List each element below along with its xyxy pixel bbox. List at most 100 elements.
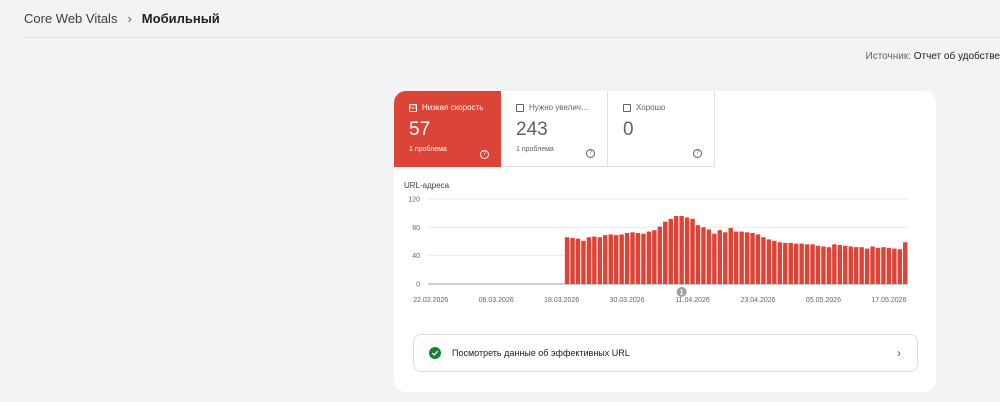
breadcrumb-separator-icon: ›	[127, 11, 132, 26]
bar	[810, 244, 815, 284]
tile-poor[interactable]: ☑ Низкая скорость 57 1 проблема ?	[394, 91, 501, 167]
bar	[630, 232, 635, 284]
bar	[815, 245, 821, 284]
bar	[848, 246, 853, 284]
bar	[706, 229, 712, 284]
bar	[755, 234, 761, 284]
help-icon[interactable]: ?	[480, 150, 489, 159]
source-label: Источник:	[865, 51, 911, 62]
bar	[728, 228, 733, 284]
bar	[619, 234, 624, 284]
bar	[881, 247, 886, 284]
annotation-label: 1	[680, 290, 684, 297]
bar	[564, 237, 570, 284]
bar	[903, 242, 908, 284]
y-tick-label: 40	[412, 253, 420, 260]
bar	[613, 235, 619, 284]
tile-label: Низкая скорость	[422, 103, 484, 112]
x-tick-label: 22.02.2026	[413, 297, 448, 304]
x-tick-label: 30.03.2026	[610, 297, 645, 304]
bar	[859, 247, 864, 284]
checkbox-checked-icon[interactable]: ☑	[409, 103, 417, 112]
view-good-urls-label: Посмотреть данные об эффективных URL	[452, 348, 630, 358]
bar	[663, 221, 668, 284]
x-tick-label: 11.04.2026	[675, 297, 710, 304]
bar	[641, 233, 646, 284]
bar	[766, 239, 772, 285]
chart-y-axis-label: URL-адреса	[404, 181, 450, 190]
bar	[695, 225, 701, 284]
tile-label: Хорошо	[636, 103, 666, 112]
breadcrumb-current: Мобильный	[141, 11, 220, 26]
bar	[581, 240, 586, 284]
tile-value: 0	[623, 119, 634, 140]
bar	[712, 233, 717, 284]
bar	[793, 243, 799, 285]
breadcrumb: Core Web Vitals › Мобильный	[24, 0, 1000, 38]
bar	[723, 232, 728, 284]
bar	[804, 244, 810, 284]
urls-bar-chart: 0 40 80 120 22.02.2026 06.03.2026 18.03.2026 30…	[408, 197, 908, 304]
bar	[772, 240, 777, 284]
bar	[646, 231, 652, 284]
bar	[875, 247, 881, 285]
x-tick-label: 17.05.2026	[871, 297, 906, 304]
bar	[673, 216, 679, 284]
tile-label: Нужно увеличит...	[529, 103, 593, 112]
bar	[744, 232, 750, 284]
bar	[575, 238, 581, 284]
bar	[684, 217, 690, 284]
bar	[679, 216, 684, 284]
source-value-link[interactable]: Отчет об удобстве	[913, 51, 1000, 62]
bar	[870, 246, 875, 284]
x-tick-label: 18.03.2026	[544, 297, 579, 304]
checkbox-unchecked-icon[interactable]	[516, 103, 524, 112]
bar	[761, 237, 766, 284]
bar	[750, 233, 755, 284]
x-tick-label: 23.04.2026	[740, 297, 775, 304]
y-tick-label: 0	[416, 282, 420, 289]
tile-value: 57	[409, 119, 431, 140]
bar	[608, 234, 613, 284]
bar	[657, 226, 663, 284]
bar	[777, 242, 783, 284]
bar	[832, 244, 837, 284]
bar	[799, 243, 804, 285]
tile-sub: 1 проблема	[409, 146, 447, 153]
bar	[783, 242, 788, 284]
bar	[739, 231, 744, 284]
bar	[717, 230, 723, 284]
view-good-urls-button[interactable]: Посмотреть данные об эффективных URL ›	[413, 334, 918, 372]
bar	[668, 218, 673, 284]
help-icon[interactable]: ?	[586, 149, 595, 158]
bar	[864, 248, 870, 284]
annotation-marker-icon	[676, 287, 687, 297]
help-icon[interactable]: ?	[693, 149, 702, 158]
tile-needs-improvement[interactable]: Нужно увеличит... 243 1 проблема ?	[501, 91, 608, 167]
bar	[837, 245, 843, 284]
bar	[592, 236, 597, 284]
bar	[826, 247, 832, 284]
report-card: ☑ Низкая скорость 57 1 проблема ? Нужно …	[394, 91, 936, 392]
bar	[624, 233, 630, 284]
bar	[843, 245, 848, 284]
tile-value: 243	[516, 119, 548, 140]
bar	[603, 235, 608, 284]
bar	[853, 247, 859, 284]
bar	[570, 237, 575, 284]
x-tick-label: 06.03.2026	[479, 297, 514, 304]
tile-good[interactable]: Хорошо 0 ?	[608, 91, 715, 167]
bar	[788, 242, 793, 284]
breadcrumb-root-link[interactable]: Core Web Vitals	[24, 11, 118, 26]
bar	[892, 248, 897, 284]
bar	[635, 233, 641, 284]
bar	[652, 230, 657, 284]
bar	[733, 231, 739, 284]
bar	[821, 246, 826, 284]
bar	[897, 249, 903, 284]
check-circle-icon	[429, 347, 441, 359]
checkbox-unchecked-icon[interactable]	[623, 103, 631, 112]
tile-sub: 1 проблема	[516, 146, 554, 153]
chevron-right-icon: ›	[897, 346, 901, 360]
bar	[701, 227, 706, 284]
